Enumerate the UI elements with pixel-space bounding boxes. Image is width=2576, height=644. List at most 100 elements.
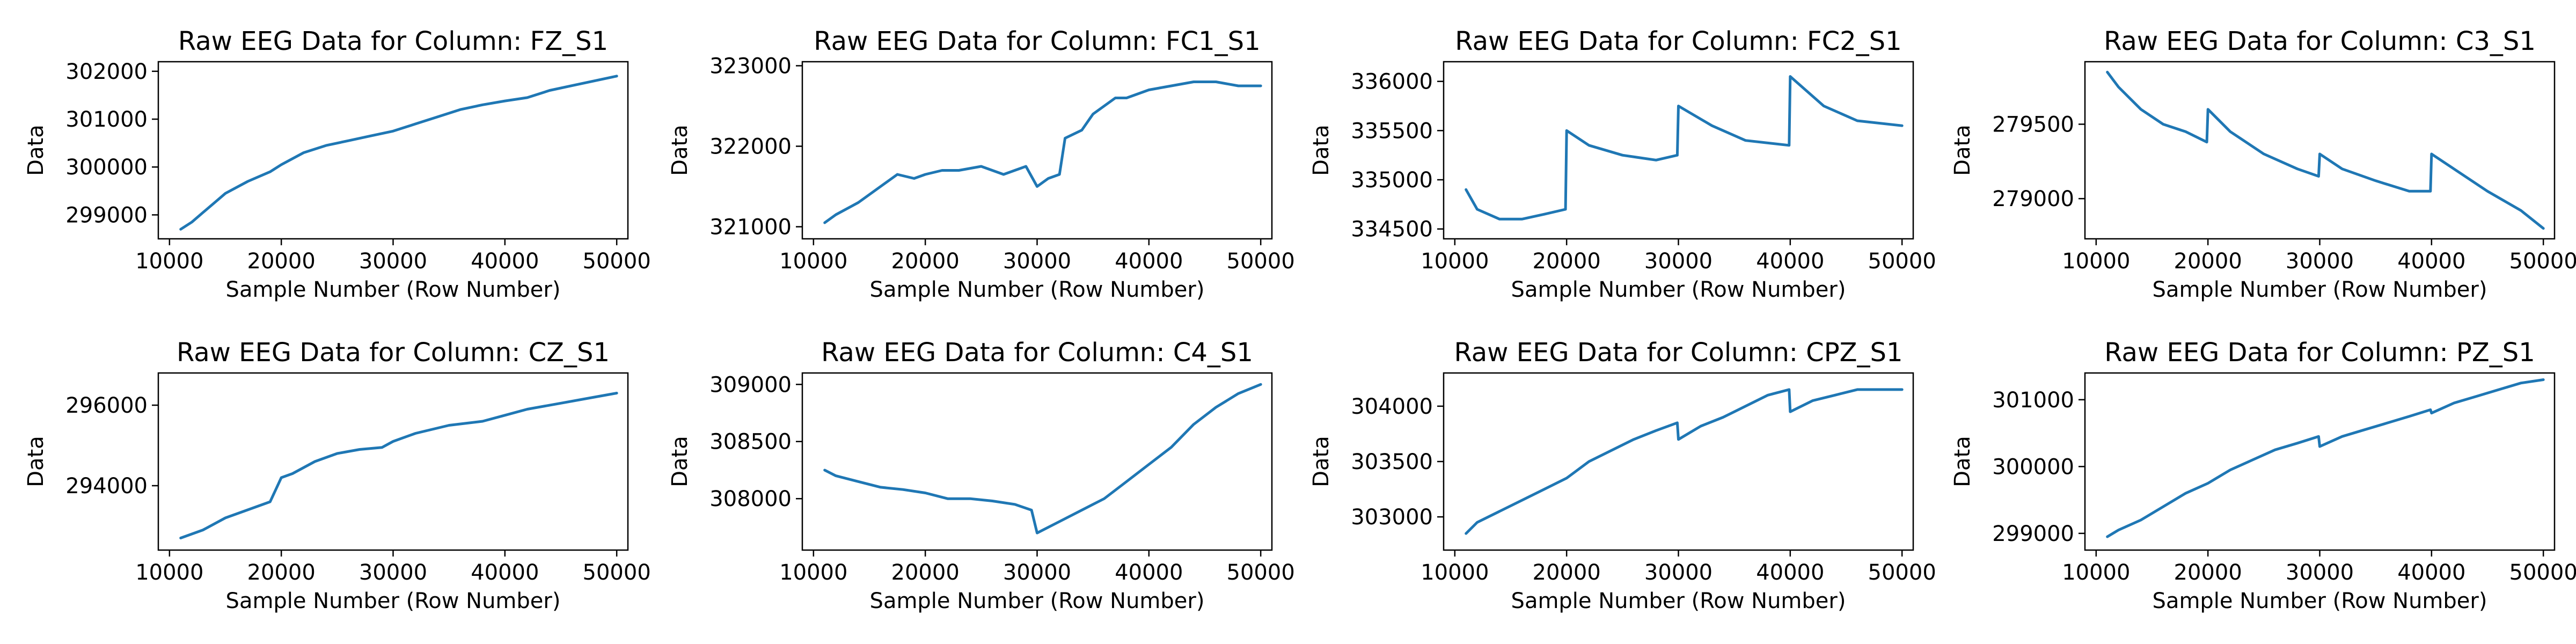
x-axis-label-0: Sample Number (Row Number) (226, 277, 561, 302)
x-tick-label-7-0: 10000 (2062, 560, 2130, 585)
x-tick-label-5-3: 40000 (1115, 560, 1183, 585)
x-tick-label-5-4: 50000 (1227, 560, 1295, 585)
y-axis-label-7: Data (1950, 436, 1975, 487)
x-tick-label-7-3: 40000 (2397, 560, 2465, 585)
chart-panel-6: 10000 20000 30000 40000 50000 303000 303500 304… (1309, 338, 1936, 613)
chart-title-0: Raw EEG Data for Column: FZ_S1 (178, 26, 608, 56)
x-tick-label-0-3: 40000 (471, 249, 539, 274)
y-axis-label-1: Data (668, 125, 692, 176)
y-tick-label-4-0: 294000 (65, 474, 148, 499)
x-tick-label-5-2: 30000 (1003, 560, 1071, 585)
x-tick-label-2-3: 40000 (1756, 249, 1824, 274)
chart-panel-4: 10000 20000 30000 40000 50000 294000 296000 Raw… (24, 338, 651, 613)
y-axis-label-4: Data (24, 436, 48, 487)
x-tick-label-1-1: 20000 (891, 249, 960, 274)
y-tick-label-3-1: 279500 (1992, 112, 2074, 137)
x-tick-label-1-2: 30000 (1003, 249, 1071, 274)
x-axis-label-3: Sample Number (Row Number) (2153, 277, 2487, 302)
chart-panel-3: 10000 20000 30000 40000 50000 279000 279500 Raw… (1950, 26, 2576, 302)
x-tick-label-6-4: 50000 (1868, 560, 1936, 585)
chart-panel-0: 10000 20000 30000 40000 50000 299000 300000 301… (24, 26, 651, 302)
x-tick-label-6-1: 20000 (1533, 560, 1601, 585)
y-tick-label-7-0: 299000 (1992, 522, 2074, 546)
y-tick-label-4-1: 296000 (65, 393, 148, 418)
x-axis-label-6: Sample Number (Row Number) (1511, 589, 1846, 613)
x-tick-label-3-4: 50000 (2509, 249, 2576, 274)
x-tick-label-3-3: 40000 (2397, 249, 2465, 274)
chart-panel-1: 10000 20000 30000 40000 50000 321000 322000 323… (668, 26, 1295, 302)
y-tick-label-6-0: 303000 (1351, 505, 1433, 530)
y-tick-label-7-1: 300000 (1992, 455, 2074, 479)
y-tick-label-0-2: 301000 (65, 107, 148, 132)
x-axis-label-7: Sample Number (Row Number) (2153, 589, 2487, 613)
y-tick-label-1-1: 322000 (709, 135, 792, 159)
plot-frame-3 (2084, 61, 2556, 240)
y-tick-label-6-2: 304000 (1351, 394, 1433, 419)
y-tick-label-5-0: 308000 (709, 487, 792, 511)
series-line-5-0 (823, 383, 1262, 535)
x-tick-label-4-1: 20000 (247, 560, 316, 585)
chart-title-6: Raw EEG Data for Column: CPZ_S1 (1454, 338, 1902, 368)
plot-frame-6 (1443, 372, 1914, 551)
x-tick-label-1-3: 40000 (1115, 249, 1183, 274)
y-tick-label-1-2: 323000 (709, 54, 792, 79)
series-line-3-0 (2106, 70, 2545, 230)
series-line-1-0 (823, 80, 1262, 224)
plot-frame-5 (801, 372, 1273, 551)
y-axis-label-2: Data (1309, 125, 1334, 176)
x-tick-label-3-1: 20000 (2174, 249, 2242, 274)
x-tick-label-5-0: 10000 (779, 560, 847, 585)
x-tick-label-7-2: 30000 (2286, 560, 2354, 585)
x-tick-label-7-1: 20000 (2174, 560, 2242, 585)
chart-title-1: Raw EEG Data for Column: FC1_S1 (814, 26, 1260, 56)
x-tick-label-4-3: 40000 (471, 560, 539, 585)
x-tick-label-6-3: 40000 (1756, 560, 1824, 585)
chart-panel-2: 10000 20000 30000 40000 50000 334500 335000 335… (1309, 26, 1936, 302)
plot-frame-4 (157, 372, 629, 551)
chart-title-3: Raw EEG Data for Column: C3_S1 (2104, 26, 2536, 56)
y-tick-label-5-2: 309000 (709, 372, 792, 397)
y-tick-label-0-3: 302000 (65, 60, 148, 84)
y-tick-label-7-2: 301000 (1992, 388, 2074, 413)
x-tick-label-3-0: 10000 (2062, 249, 2130, 274)
y-tick-label-0-1: 300000 (65, 155, 148, 180)
x-tick-label-2-1: 20000 (1533, 249, 1601, 274)
y-tick-label-6-1: 303500 (1351, 450, 1433, 474)
y-axis-label-6: Data (1309, 436, 1334, 487)
x-tick-label-6-2: 30000 (1644, 560, 1713, 585)
series-line-4-0 (179, 392, 618, 539)
x-tick-label-6-0: 10000 (1421, 560, 1489, 585)
x-tick-label-1-0: 10000 (779, 249, 847, 274)
y-tick-label-1-0: 321000 (709, 215, 792, 240)
x-tick-label-0-1: 20000 (247, 249, 316, 274)
x-tick-label-4-4: 50000 (583, 560, 651, 585)
chart-title-2: Raw EEG Data for Column: FC2_S1 (1455, 26, 1901, 56)
series-line-6-0 (1465, 388, 1904, 535)
chart-panel-5: 10000 20000 30000 40000 50000 308000 308500 309… (668, 338, 1295, 613)
x-tick-label-7-4: 50000 (2509, 560, 2576, 585)
x-tick-label-2-4: 50000 (1868, 249, 1936, 274)
x-tick-label-1-4: 50000 (1227, 249, 1295, 274)
x-axis-label-2: Sample Number (Row Number) (1511, 277, 1846, 302)
y-tick-label-3-0: 279000 (1992, 187, 2074, 211)
y-axis-label-0: Data (24, 125, 48, 176)
y-axis-label-5: Data (668, 436, 692, 487)
series-line-0-0 (179, 75, 618, 231)
x-tick-label-5-1: 20000 (891, 560, 960, 585)
y-axis-label-3: Data (1950, 125, 1975, 176)
x-tick-label-0-2: 30000 (359, 249, 427, 274)
x-tick-label-0-4: 50000 (583, 249, 651, 274)
y-tick-label-2-0: 334500 (1351, 217, 1433, 242)
x-axis-label-5: Sample Number (Row Number) (870, 589, 1205, 613)
y-tick-label-5-1: 308500 (709, 430, 792, 455)
x-axis-label-4: Sample Number (Row Number) (226, 589, 561, 613)
x-tick-label-3-2: 30000 (2286, 249, 2354, 274)
series-line-2-0 (1465, 75, 1904, 221)
chart-title-7: Raw EEG Data for Column: PZ_S1 (2104, 338, 2535, 368)
x-tick-label-4-0: 10000 (135, 560, 203, 585)
x-tick-label-2-0: 10000 (1421, 249, 1489, 274)
y-tick-label-2-2: 335500 (1351, 119, 1433, 143)
x-tick-label-4-2: 30000 (359, 560, 427, 585)
chart-title-4: Raw EEG Data for Column: CZ_S1 (177, 338, 610, 368)
